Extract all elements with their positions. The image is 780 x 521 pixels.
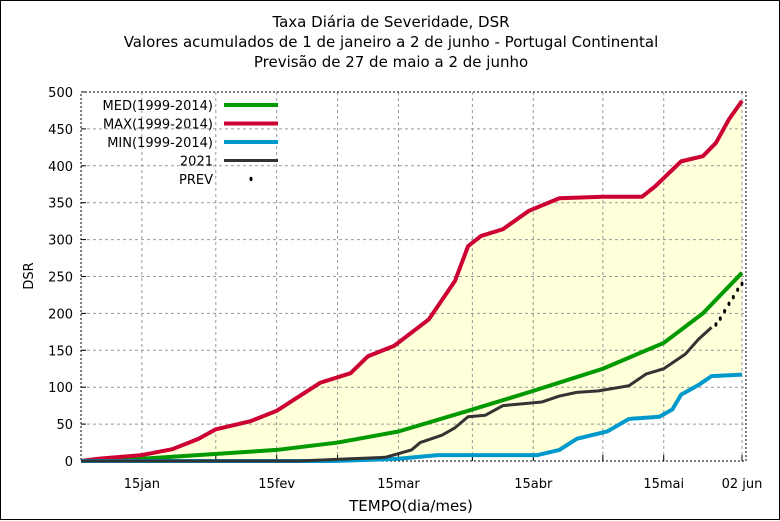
legend-label: 2021 [180, 155, 213, 170]
x-tick-label: 15jan [124, 477, 160, 492]
prev-point [723, 308, 727, 314]
y-tick-label: 0 [65, 455, 73, 470]
y-tick-label: 200 [48, 307, 73, 322]
prev-point [714, 322, 718, 327]
series-line-min [81, 372, 743, 463]
y-tick-label: 300 [48, 234, 73, 249]
prev-point [731, 294, 735, 300]
legend-label: MAX(1999-2014) [103, 118, 213, 133]
plot-frame [80, 91, 747, 462]
x-tick-label: 02 jun [722, 477, 763, 492]
y-axis-label: DSR [22, 262, 37, 289]
prev-point [736, 287, 740, 292]
series-line-max [80, 99, 744, 463]
x-tick-label: 15mar [377, 477, 420, 492]
prev-point [740, 281, 744, 287]
legend-label: PREV [179, 173, 213, 188]
y-tick-label: 450 [48, 123, 73, 138]
series-line-2021 [81, 326, 713, 463]
y-tick-label: 350 [48, 197, 73, 212]
x-axis-label: TEMPO(dia/mes) [348, 497, 473, 515]
x-tick-label: 15mai [643, 477, 684, 492]
prev-point [727, 301, 731, 307]
legend-label: MIN(1999-2014) [107, 136, 213, 151]
chart-subtitle: Valores acumulados de 1 de janeiro a 2 d… [123, 33, 659, 51]
y-tick-label: 500 [48, 86, 73, 101]
y-tick-label: 150 [48, 344, 73, 359]
series-line-med [80, 271, 744, 463]
legend-marker [249, 176, 253, 182]
legend-label: MED(1999-2014) [103, 99, 213, 114]
prev-point [718, 316, 722, 321]
y-tick-label: 400 [48, 160, 73, 175]
y-tick-label: 100 [48, 381, 73, 396]
chart-title: Taxa Diária de Severidade, DSR [272, 13, 510, 31]
min-max-band [81, 100, 742, 461]
y-tick-label: 50 [56, 418, 73, 433]
x-tick-label: 15abr [514, 477, 553, 492]
x-tick-label: 15fev [258, 477, 295, 492]
y-tick-label: 250 [48, 271, 73, 286]
chart-subtitle-2: Previsão de 27 de maio a 2 de junho [253, 53, 529, 71]
